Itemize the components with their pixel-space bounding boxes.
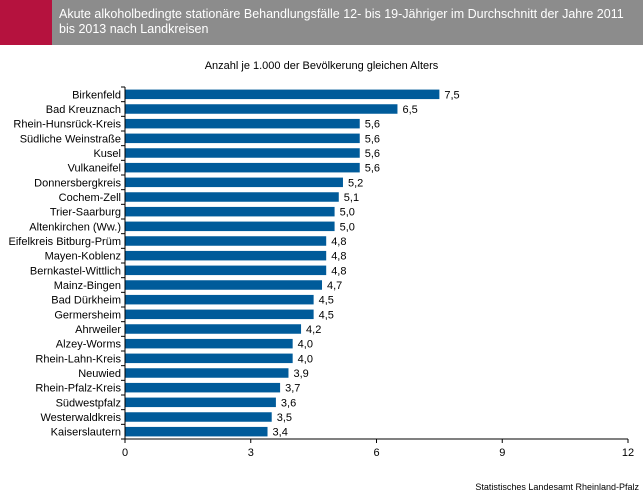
data-label: 5,6 [365,148,380,160]
x-tick-label: 0 [122,447,128,459]
data-label: 5,6 [365,163,380,175]
category-label: Donnersbergkreis [34,177,121,189]
data-label: 4,8 [331,251,346,263]
bar [125,177,343,188]
data-label: 3,4 [273,427,288,439]
data-label: 5,1 [344,192,359,204]
chart-subtitle: Anzahl je 1.000 der Bevölkerung gleichen… [204,60,439,72]
bar [125,250,327,261]
bar [125,382,281,393]
chart-title: Akute alkoholbedingte stationäre Behandl… [52,0,643,45]
category-label: Kusel [93,148,121,160]
category-label: Neuwied [78,368,121,380]
source-note: Statistisches Landesamt Rheinland-Pfalz [475,482,639,492]
bar [125,338,293,349]
data-label: 5,2 [348,177,363,189]
bar [125,324,302,334]
category-label: Germersheim [54,309,121,321]
category-label: Bad Kreuznach [46,104,121,116]
data-label: 5,0 [340,221,355,233]
bar [125,397,276,408]
category-label: Südwestpfalz [56,397,121,409]
category-label: Vulkaneifel [68,163,121,175]
bar [125,426,268,437]
category-label: Rhein-Pfalz-Kreis [35,383,121,395]
data-label: 4,5 [319,309,334,321]
bar [125,206,335,217]
category-label: Alzey-Worms [56,339,122,351]
category-label: Kaiserslautern [51,427,121,439]
category-label: Mainz-Bingen [54,280,121,292]
bar [125,353,293,364]
bar [125,221,335,232]
data-label: 6,5 [402,104,417,116]
bar [125,368,289,378]
bar [125,236,327,246]
data-label: 4,0 [298,353,313,365]
data-label: 3,6 [281,397,296,409]
x-tick-label: 9 [499,447,505,459]
category-label: Trier-Saarburg [50,207,121,219]
category-label: Mayen-Koblenz [45,251,121,263]
category-label: Ahrweiler [75,324,121,336]
header: Akute alkoholbedingte stationäre Behandl… [0,0,643,45]
bar [125,148,360,158]
header-accent [0,0,52,45]
category-label: Bernkastel-Wittlich [30,265,121,277]
bar [125,89,440,100]
data-label: 7,5 [444,89,459,101]
bar [125,133,360,144]
category-label: Rhein-Lahn-Kreis [35,353,121,365]
category-label: Bad Dürkheim [51,295,121,307]
bar [125,118,360,129]
data-label: 5,6 [365,119,380,131]
bar [125,294,314,305]
bar [125,192,339,202]
data-label: 3,9 [293,368,308,380]
data-label: 5,0 [340,207,355,219]
bar [125,309,314,320]
data-label: 4,8 [331,236,346,248]
bar [125,162,360,173]
x-tick-label: 6 [373,447,379,459]
x-tick-label: 3 [248,447,254,459]
category-label: Westerwaldkreis [41,412,122,424]
bar [125,280,323,290]
bar [125,412,272,422]
data-label: 4,8 [331,265,346,277]
bar [125,265,327,276]
bar [125,104,398,114]
category-label: Cochem-Zell [59,192,121,204]
data-label: 4,7 [327,280,342,292]
data-label: 4,5 [319,295,334,307]
category-label: Birkenfeld [72,89,121,101]
category-label: Eifelkreis Bitburg-Prüm [9,236,121,248]
x-tick-label: 12 [622,447,634,459]
category-label: Südliche Weinstraße [20,133,121,145]
data-label: 3,7 [285,383,300,395]
data-label: 3,5 [277,412,292,424]
data-label: 4,2 [306,324,321,336]
data-label: 5,6 [365,133,380,145]
category-label: Altenkirchen (Ww.) [29,221,121,233]
category-label: Rhein-Hunsrück-Kreis [13,119,121,131]
data-label: 4,0 [298,339,313,351]
